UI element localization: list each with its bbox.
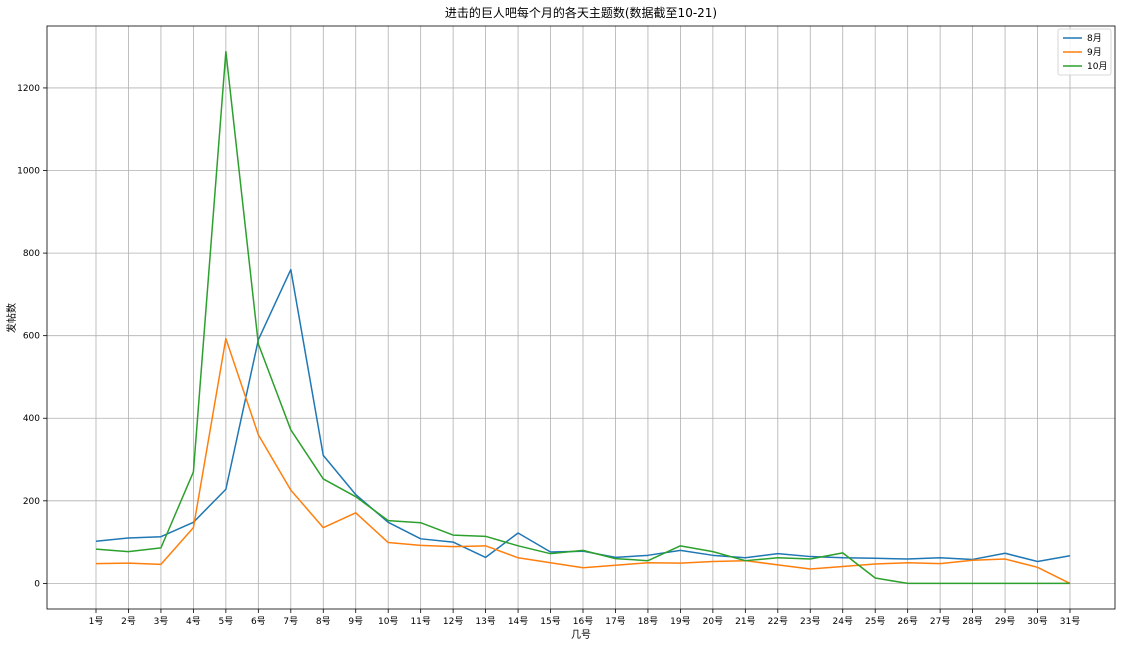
legend-entry-label: 8月 <box>1087 33 1102 44</box>
y-tick-label: 600 <box>23 332 40 342</box>
y-tick-label: 0 <box>34 579 40 589</box>
grid <box>47 26 1115 609</box>
x-tick-label: 30号 <box>1027 616 1047 627</box>
x-tick-label: 23号 <box>800 616 820 627</box>
x-tick-label: 1号 <box>89 616 104 627</box>
x-tick-label: 4号 <box>186 616 201 627</box>
chart-title: 进击的巨人吧每个月的各天主题数(数据截至10-21) <box>445 5 717 20</box>
x-tick-label: 9号 <box>348 616 363 627</box>
x-tick-label: 8号 <box>316 616 331 627</box>
x-tick-label: 22号 <box>768 616 788 627</box>
x-tick-label: 14号 <box>508 616 528 627</box>
x-tick-label: 27号 <box>930 616 950 627</box>
x-tick-label: 6号 <box>251 616 266 627</box>
x-tick-label: 21号 <box>735 616 755 627</box>
y-axis-ticks: 0 200 400 600 800 1000 1200 <box>17 84 47 589</box>
legend: 8月 9月 10月 <box>1057 28 1112 76</box>
y-tick-label: 200 <box>23 497 40 507</box>
x-axis-ticks: 1号 2号 3号 4号 5号 6号 7号 8号 9号 10号 11号 12号 13号 14号 15号 16号 1… <box>89 609 1080 627</box>
x-tick-label: 11号 <box>410 616 430 627</box>
x-tick-label: 15号 <box>540 616 560 627</box>
y-tick-label: 400 <box>23 414 40 424</box>
x-tick-label: 13号 <box>475 616 495 627</box>
legend-entry-label: 9月 <box>1087 47 1102 58</box>
x-tick-label: 2号 <box>121 616 136 627</box>
x-tick-label: 31号 <box>1060 616 1080 627</box>
y-tick-label: 1200 <box>17 84 40 94</box>
x-tick-label: 5号 <box>218 616 233 627</box>
x-tick-label: 20号 <box>703 616 723 627</box>
x-tick-label: 16号 <box>573 616 593 627</box>
y-tick-label: 1000 <box>17 167 40 177</box>
x-tick-label: 18号 <box>638 616 658 627</box>
x-tick-label: 24号 <box>833 616 853 627</box>
y-axis-label: 发帖数 <box>5 303 18 333</box>
series-line-3 <box>95 50 1070 585</box>
y-tick-label: 800 <box>23 249 40 259</box>
x-tick-label: 12号 <box>443 616 463 627</box>
legend-box <box>1057 28 1112 76</box>
x-tick-label: 19号 <box>670 616 690 627</box>
x-tick-label: 28号 <box>962 616 982 627</box>
x-tick-label: 25号 <box>865 616 885 627</box>
legend-entry-label: 10月 <box>1087 61 1107 72</box>
x-tick-label: 3号 <box>154 616 169 627</box>
x-tick-label: 29号 <box>995 616 1015 627</box>
plot-area <box>46 25 1116 610</box>
series-lines <box>95 50 1071 585</box>
x-tick-label: 26号 <box>897 616 917 627</box>
x-tick-label: 17号 <box>605 616 625 627</box>
x-tick-label: 10号 <box>378 616 398 627</box>
x-tick-label: 7号 <box>283 616 298 627</box>
x-axis-label: 几号 <box>571 629 591 641</box>
series-line-2 <box>95 337 1071 585</box>
